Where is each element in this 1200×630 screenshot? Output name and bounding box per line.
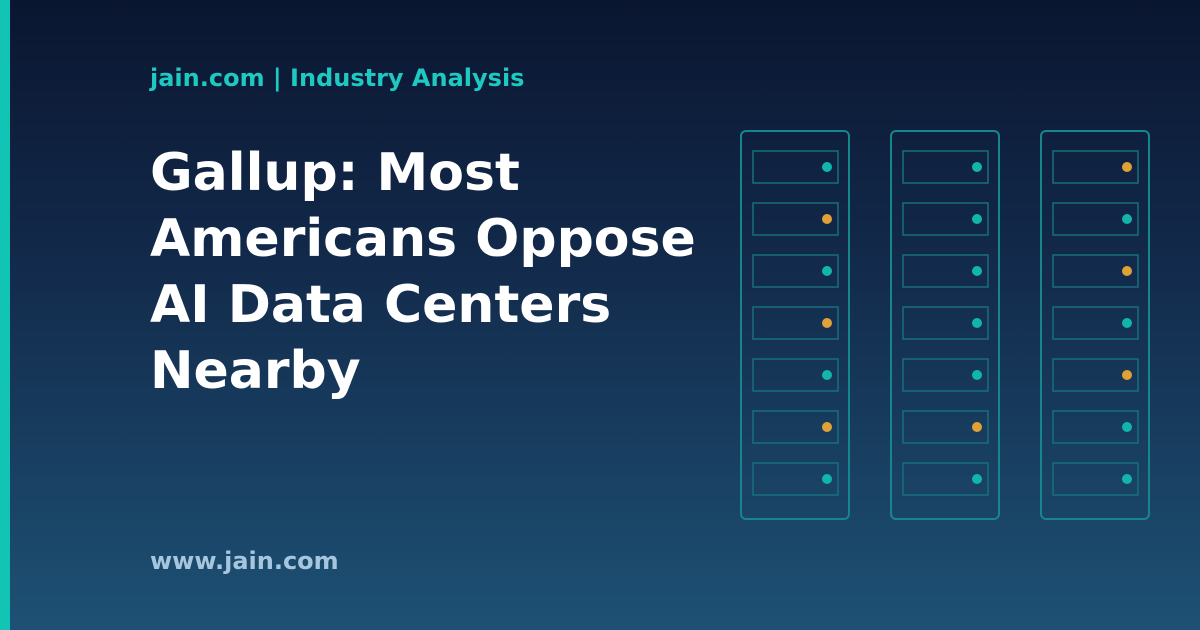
rack-unit xyxy=(902,150,989,184)
status-led xyxy=(972,474,982,484)
status-led xyxy=(1122,474,1132,484)
status-led xyxy=(822,162,832,172)
rack-unit xyxy=(902,254,989,288)
status-led xyxy=(1122,422,1132,432)
status-led xyxy=(822,318,832,328)
rack-unit xyxy=(902,306,989,340)
status-led xyxy=(1122,214,1132,224)
rack-unit xyxy=(1052,150,1139,184)
status-led xyxy=(1122,266,1132,276)
accent-stripe xyxy=(0,0,10,630)
footer-url: www.jain.com xyxy=(150,547,339,575)
rack-unit xyxy=(752,202,839,236)
status-led xyxy=(822,474,832,484)
title-line: AI Data Centers xyxy=(150,275,612,335)
rack xyxy=(1040,130,1150,520)
kicker: jain.com | Industry Analysis xyxy=(150,64,525,92)
status-led xyxy=(822,370,832,380)
rack-unit xyxy=(1052,358,1139,392)
rack-unit xyxy=(752,306,839,340)
rack-unit xyxy=(1052,462,1139,496)
title-line: Gallup: Most xyxy=(150,143,520,203)
status-led xyxy=(1122,370,1132,380)
status-led xyxy=(822,214,832,224)
rack xyxy=(740,130,850,520)
rack-unit xyxy=(752,410,839,444)
title-line: Nearby xyxy=(150,341,361,401)
status-led xyxy=(972,370,982,380)
status-led xyxy=(822,422,832,432)
rack-unit xyxy=(752,254,839,288)
status-led xyxy=(1122,318,1132,328)
rack-unit xyxy=(1052,254,1139,288)
rack xyxy=(890,130,1000,520)
rack-unit xyxy=(902,202,989,236)
rack-unit xyxy=(752,462,839,496)
rack-unit xyxy=(1052,306,1139,340)
rack-unit xyxy=(902,462,989,496)
rack-unit xyxy=(752,358,839,392)
rack-unit xyxy=(902,358,989,392)
status-led xyxy=(972,214,982,224)
status-led xyxy=(972,422,982,432)
status-led xyxy=(972,162,982,172)
rack-unit xyxy=(1052,410,1139,444)
rack-unit xyxy=(752,150,839,184)
status-led xyxy=(1122,162,1132,172)
status-led xyxy=(972,266,982,276)
status-led xyxy=(822,266,832,276)
status-led xyxy=(972,318,982,328)
title-line: Americans Oppose xyxy=(150,209,696,269)
rack-unit xyxy=(1052,202,1139,236)
title: Gallup: Most Americans Oppose AI Data Cent… xyxy=(150,140,696,404)
rack-unit xyxy=(902,410,989,444)
